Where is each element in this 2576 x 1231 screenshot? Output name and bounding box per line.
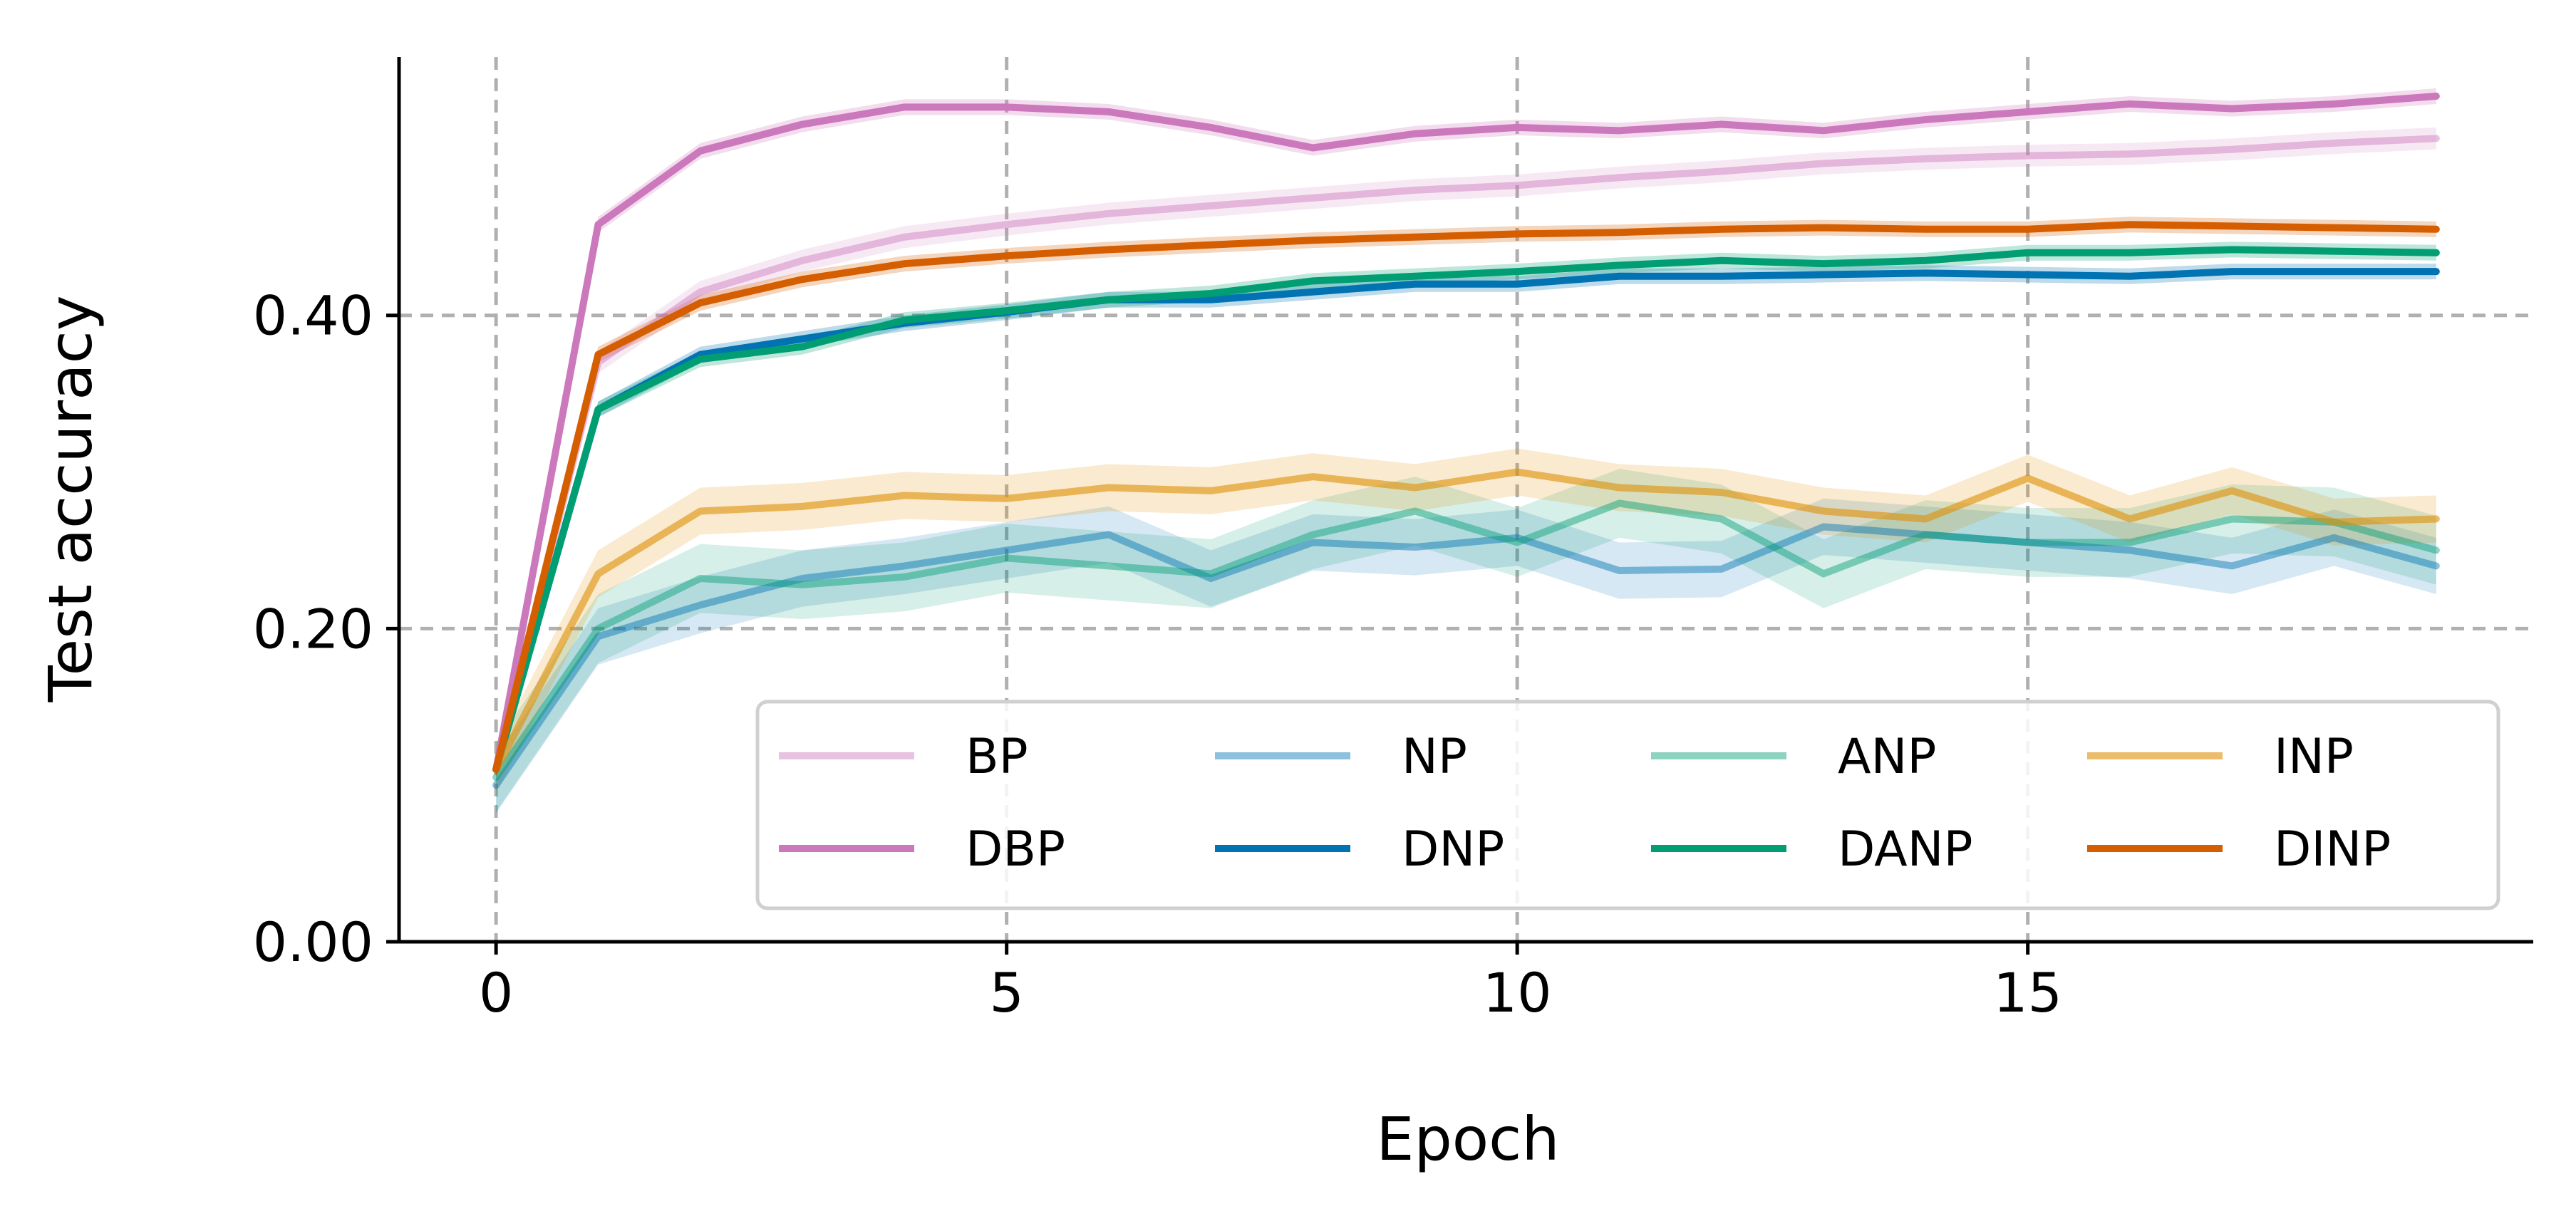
x-tick-label: 5	[989, 961, 1023, 1024]
series-line-np	[492, 523, 2440, 789]
x-tick-label: 0	[479, 961, 513, 1024]
legend-label: DINP	[2274, 821, 2391, 878]
legend-entry-dbp: DBP	[779, 821, 1065, 878]
legend-entry-np: NP	[1215, 729, 1467, 785]
x-tick-label: 15	[1993, 961, 2062, 1024]
legend-entry-dinp: DINP	[2087, 821, 2391, 878]
legend-box	[755, 700, 2500, 910]
series-line-inp	[492, 468, 2440, 774]
series-lines	[492, 92, 2440, 789]
legend-label: NP	[1402, 729, 1467, 785]
legend-label: DANP	[1838, 821, 1973, 878]
legend-entry-anp: ANP	[1651, 729, 1936, 785]
legend-entry-dnp: DNP	[1215, 821, 1504, 878]
legend-entry-inp: INP	[2087, 729, 2354, 785]
legend-label: ANP	[1838, 729, 1936, 785]
band-np	[496, 498, 2436, 814]
band-anp	[496, 469, 2436, 812]
series-line-anp	[492, 499, 2440, 781]
y-tick-label: 0.20	[253, 597, 373, 660]
legend-entry-bp: BP	[779, 729, 1028, 785]
legend-label: BP	[966, 729, 1028, 785]
axes	[386, 57, 2533, 955]
legend-label: DNP	[1402, 821, 1504, 878]
x-axis-label: Epoch	[1376, 1104, 1559, 1174]
y-tick-label: 0.40	[253, 284, 373, 348]
legend-entry-danp: DANP	[1651, 821, 1973, 878]
series-line-dbp	[492, 92, 2440, 774]
tick-labels: 0 5 10 15 0.00 0.20 0.40	[253, 284, 2062, 1024]
legend: BP DBP NP DNP ANP DANP INP DINP	[755, 700, 2500, 910]
series-line-bp	[492, 135, 2440, 774]
series-line-dnp	[492, 268, 2440, 774]
series-line-danp	[492, 246, 2440, 774]
series-line-dinp	[492, 221, 2440, 774]
legend-label: INP	[2274, 729, 2354, 785]
y-tick-label: 0.00	[253, 910, 373, 974]
band-inp	[496, 448, 2436, 794]
y-axis-label: Test accuracy	[36, 295, 105, 702]
x-tick-label: 10	[1483, 961, 1552, 1024]
legend-label: DBP	[966, 821, 1065, 878]
